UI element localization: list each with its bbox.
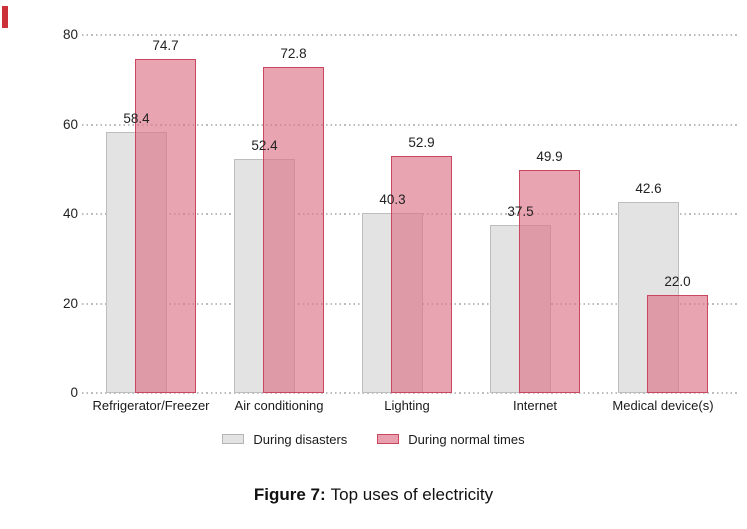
- bar-value-label: 72.8: [280, 46, 307, 62]
- bar-value-label: 58.4: [123, 110, 150, 126]
- figure-caption-number: Figure 7:: [253, 485, 326, 504]
- figure-caption: Figure 7: Top uses of electricity: [0, 485, 747, 505]
- gridline-y80: [82, 34, 740, 37]
- bar-during-normal-times-1: [263, 67, 324, 393]
- bar-value-label: 74.7: [152, 37, 179, 53]
- bar-value-label: 52.4: [251, 137, 278, 153]
- y-axis-tick-label: 40: [62, 206, 78, 222]
- figure-caption-text: Top uses of electricity: [330, 485, 494, 504]
- legend-item-1: During normal times: [377, 431, 525, 447]
- bar-value-label: 22.0: [664, 273, 691, 289]
- bar-value-label: 40.3: [379, 191, 406, 207]
- y-axis-tick-label: 0: [70, 385, 78, 400]
- bar-value-label: 52.9: [408, 135, 435, 151]
- red-edge-artifact: [2, 6, 8, 28]
- category-label-3: Internet: [512, 398, 558, 413]
- bar-during-normal-times-2: [391, 156, 452, 393]
- legend-label: During normal times: [408, 431, 525, 447]
- gridline-y60: [82, 123, 740, 126]
- y-axis-tick-label: 80: [62, 27, 78, 43]
- bar-during-normal-times-4: [647, 294, 708, 393]
- legend-label: During disasters: [253, 431, 348, 447]
- legend-item-0: During disasters: [222, 432, 347, 447]
- legend-swatch-icon: [222, 434, 245, 444]
- category-label-1: Air conditioning: [234, 398, 324, 413]
- category-label-2: Lighting: [384, 398, 430, 413]
- bar-during-normal-times-3: [519, 169, 580, 393]
- chart-legend: During disasters During normal times: [0, 430, 747, 448]
- bar-value-label: 37.5: [507, 204, 534, 220]
- category-label-4: Medical device(s): [612, 398, 714, 413]
- category-label-0: Refrigerator/Freezer: [92, 398, 210, 413]
- y-axis-tick-label: 20: [62, 295, 78, 311]
- bar-value-label: 49.9: [536, 148, 563, 164]
- legend-swatch-icon: [377, 434, 400, 444]
- bar-value-label: 42.6: [635, 181, 662, 197]
- bar-during-normal-times-0: [135, 58, 196, 393]
- y-axis-tick-label: 60: [62, 116, 78, 132]
- gridline-y0: [82, 392, 740, 394]
